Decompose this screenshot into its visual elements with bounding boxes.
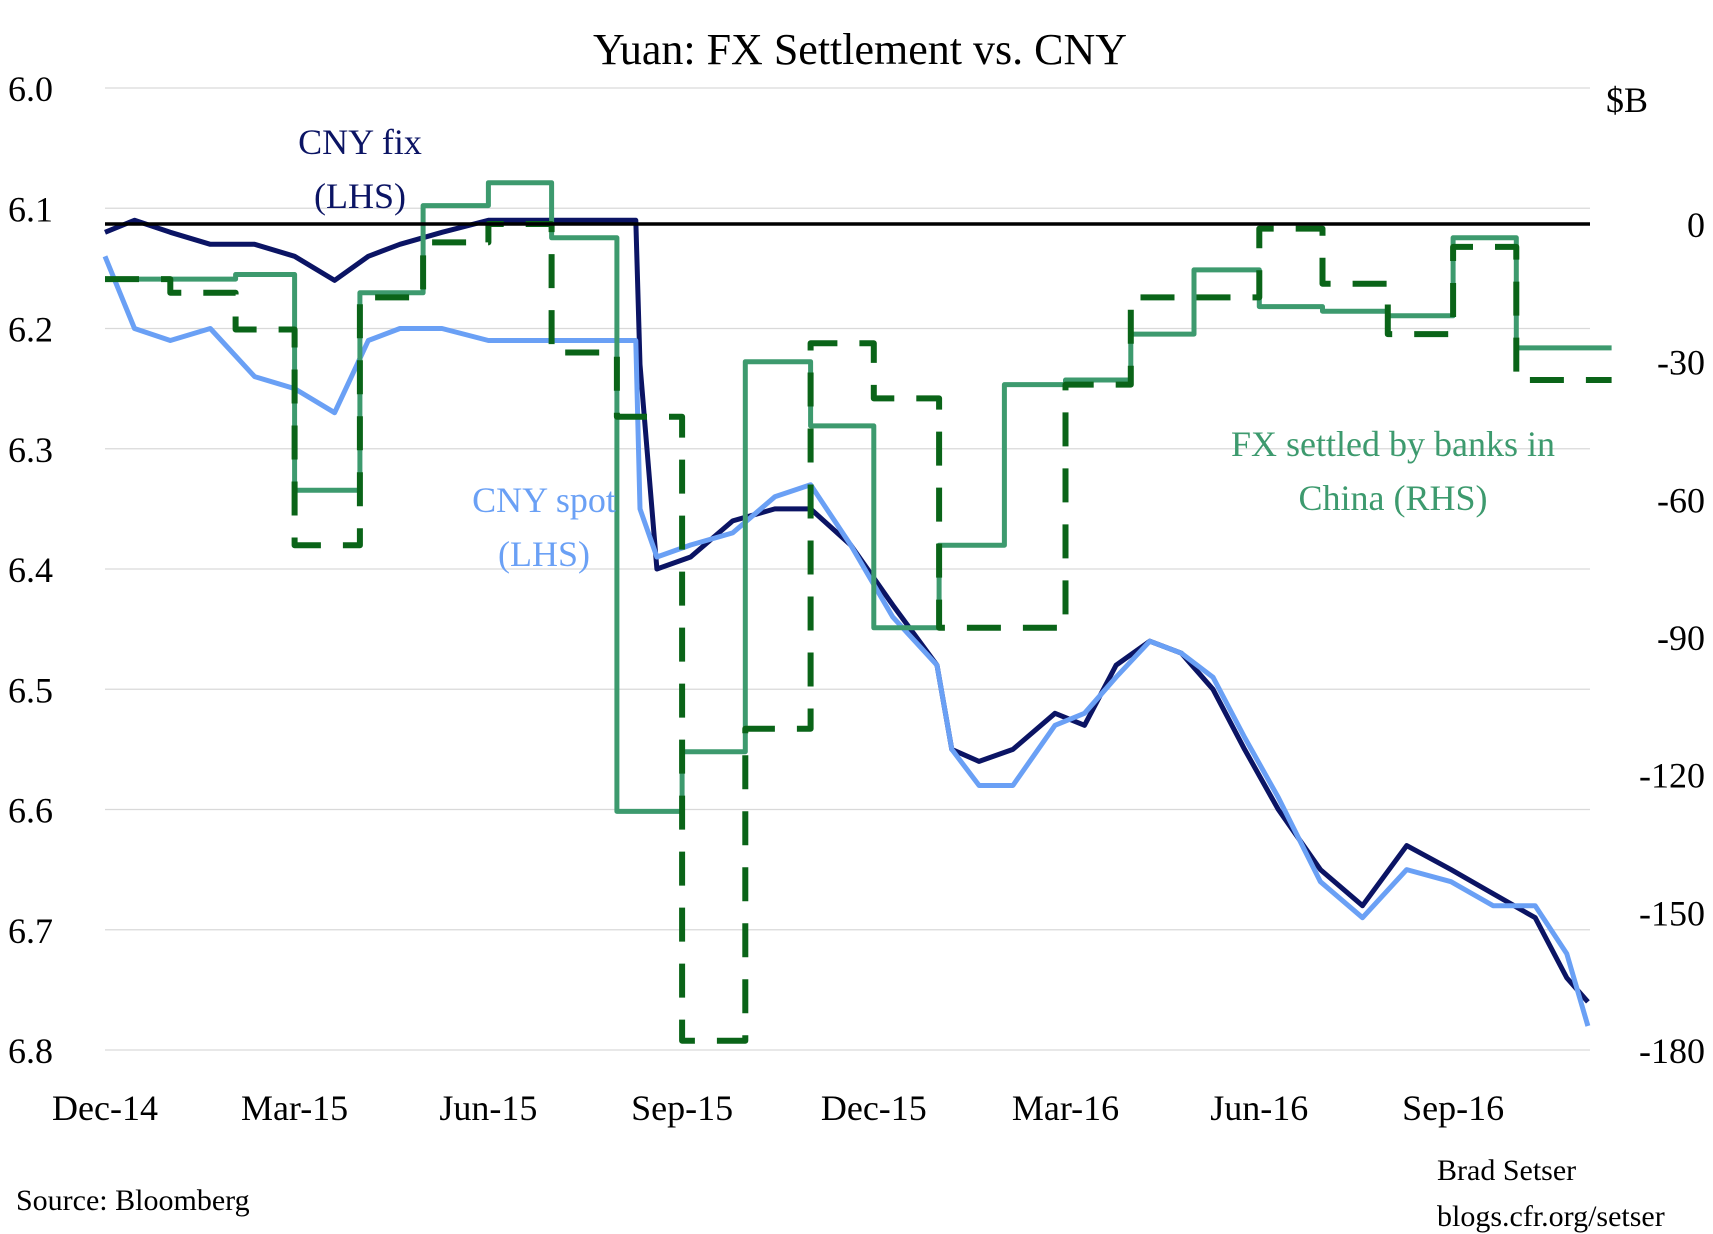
right-tick-label: -150 [1639, 893, 1705, 933]
left-tick-label: 6.3 [8, 430, 53, 470]
chart-title: Yuan: FX Settlement vs. CNY [593, 25, 1127, 74]
left-axis: 6.0 6.1 6.2 6.3 6.4 6.5 6.6 6.7 6.8 [8, 69, 53, 1071]
series-layer [102, 180, 1612, 1044]
label-cny-fix-line2: (LHS) [314, 176, 406, 216]
label-cny-spot-line2: (LHS) [498, 534, 590, 574]
right-tick-label: -180 [1639, 1031, 1705, 1071]
source-note: Source: Bloomberg [16, 1184, 250, 1217]
label-fx-settled-line1: FX settled by banks in [1231, 424, 1555, 464]
left-tick-label: 6.4 [8, 550, 53, 590]
x-tick-label: Mar-16 [1012, 1088, 1119, 1128]
left-tick-label: 6.1 [8, 189, 53, 229]
label-fx-settled-line2: China (RHS) [1299, 478, 1488, 518]
x-tick-label: Sep-15 [631, 1088, 733, 1128]
left-tick-label: 6.0 [8, 69, 53, 109]
left-tick-label: 6.8 [8, 1031, 53, 1071]
series-cny-spot [102, 255, 1591, 1027]
label-cny-spot-line1: CNY spot [472, 480, 616, 520]
right-tick-label: -90 [1657, 618, 1705, 658]
right-axis: 0 -30 -60 -90 -120 -150 -180 [1639, 205, 1705, 1071]
right-tick-label: 0 [1687, 205, 1705, 245]
right-axis-unit: $B [1606, 80, 1648, 120]
label-cny-fix-line1: CNY fix [298, 122, 422, 162]
author-name: Brad Setser [1437, 1154, 1576, 1187]
left-tick-label: 6.2 [8, 310, 53, 350]
x-axis: Dec-14 Mar-15 Jun-15 Sep-15 Dec-15 Mar-16 Jun-… [52, 1088, 1504, 1128]
left-tick-label: 6.7 [8, 911, 53, 951]
right-tick-label: -60 [1657, 480, 1705, 520]
series-fx-settled [105, 180, 1612, 814]
right-tick-label: -30 [1657, 343, 1705, 383]
author-url: blogs.cfr.org/setser [1437, 1200, 1665, 1233]
x-tick-label: Mar-15 [241, 1088, 348, 1128]
x-tick-label: Dec-14 [52, 1088, 158, 1128]
series-fx-settled-dashed [105, 221, 1612, 1044]
left-tick-label: 6.6 [8, 791, 53, 831]
grid [105, 87, 1590, 1051]
x-tick-label: Jun-15 [439, 1088, 537, 1128]
left-tick-label: 6.5 [8, 670, 53, 710]
x-tick-label: Jun-16 [1210, 1088, 1308, 1128]
x-tick-label: Sep-16 [1402, 1088, 1504, 1128]
right-tick-label: -120 [1639, 756, 1705, 796]
x-tick-label: Dec-15 [821, 1088, 927, 1128]
